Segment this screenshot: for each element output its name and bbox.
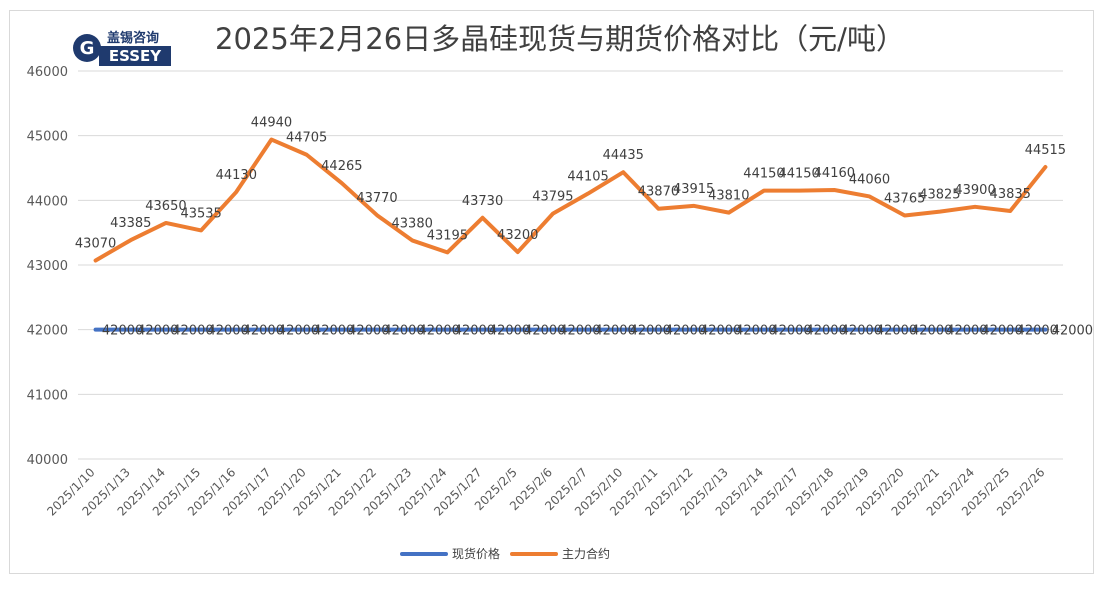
- data-label-futures: 43835: [990, 187, 1031, 202]
- legend-item-spot: 现货价格: [400, 545, 500, 562]
- data-label-spot: 42000: [946, 324, 987, 339]
- legend-item-futures: 主力合约: [510, 545, 610, 562]
- data-label-futures: 43825: [919, 188, 960, 203]
- data-label-spot: 42000: [207, 324, 248, 339]
- y-tick-label: 44000: [27, 194, 68, 209]
- data-label-spot: 42000: [348, 324, 389, 339]
- y-tick-label: 45000: [27, 130, 68, 145]
- data-label-spot: 42000: [700, 324, 741, 339]
- legend-swatch-futures: [510, 551, 559, 556]
- data-label-spot: 42000: [876, 324, 917, 339]
- data-label-futures: 43765: [884, 192, 925, 207]
- data-label-spot: 42000: [524, 324, 565, 339]
- data-label-futures: 44150: [778, 167, 819, 182]
- chart-frame: [9, 10, 1094, 574]
- data-label-spot: 42000: [278, 324, 319, 339]
- data-label-spot: 42000: [1052, 324, 1093, 339]
- data-label-futures: 43795: [532, 190, 573, 205]
- series-line-futures: [93, 137, 1048, 263]
- data-label-futures: 44940: [251, 116, 292, 131]
- data-label-spot: 42000: [102, 324, 143, 339]
- data-label-futures: 44705: [286, 131, 327, 146]
- data-label-spot: 42000: [735, 324, 776, 339]
- data-label-futures: 43870: [638, 185, 679, 200]
- data-label-futures: 43730: [462, 194, 503, 209]
- gessey-logo: G 盖锡咨询 ESSEY: [73, 27, 173, 69]
- data-label-spot: 42000: [172, 324, 213, 339]
- data-label-futures: 43385: [110, 216, 151, 231]
- legend-swatch-spot: [400, 551, 448, 556]
- y-tick-label: 43000: [27, 259, 68, 274]
- data-label-futures: 44130: [216, 168, 257, 183]
- data-label-spot: 42000: [383, 324, 424, 339]
- data-label-spot: 42000: [454, 324, 495, 339]
- data-label-spot: 42000: [313, 324, 354, 339]
- data-label-futures: 44060: [849, 172, 890, 187]
- data-label-futures: 43810: [708, 189, 749, 204]
- y-tick-label: 41000: [27, 388, 68, 403]
- svg-text:G: G: [80, 38, 95, 59]
- data-label-spot: 42000: [805, 324, 846, 339]
- data-label-futures: 43900: [954, 183, 995, 198]
- data-label-futures: 44150: [743, 167, 784, 182]
- data-label-spot: 42000: [911, 324, 952, 339]
- data-label-futures: 43650: [145, 199, 186, 214]
- svg-text:ESSEY: ESSEY: [109, 47, 162, 65]
- data-label-futures: 44265: [321, 159, 362, 174]
- data-label-futures: 43200: [497, 228, 538, 243]
- data-label-spot: 42000: [489, 324, 530, 339]
- chart-title: 2025年2月26日多晶硅现货与期货价格对比（元/吨）: [215, 22, 905, 56]
- data-label-futures: 43070: [75, 236, 116, 251]
- data-label-futures: 44105: [567, 170, 608, 185]
- y-tick-label: 40000: [27, 453, 68, 468]
- data-label-futures: 44515: [1025, 143, 1066, 158]
- data-label-futures: 43915: [673, 182, 714, 197]
- svg-text:盖锡咨询: 盖锡咨询: [107, 30, 159, 46]
- y-tick-label: 42000: [27, 324, 68, 339]
- data-label-spot: 42000: [981, 324, 1022, 339]
- data-label-futures: 44160: [814, 166, 855, 181]
- data-label-spot: 42000: [243, 324, 284, 339]
- legend-label-futures: 主力合约: [562, 547, 611, 561]
- data-label-futures: 43195: [427, 228, 468, 243]
- legend-label-spot: 现货价格: [452, 547, 501, 561]
- legend: 现货价格 主力合约: [400, 545, 610, 562]
- data-label-spot: 42000: [841, 324, 882, 339]
- data-label-spot: 42000: [137, 324, 178, 339]
- data-label-spot: 42000: [630, 324, 671, 339]
- data-label-futures: 43535: [180, 206, 221, 221]
- y-tick-label: 46000: [27, 65, 68, 80]
- data-label-futures: 43770: [356, 191, 397, 206]
- data-label-futures: 44435: [603, 148, 644, 163]
- data-label-spot: 42000: [665, 324, 706, 339]
- data-label-spot: 42000: [419, 324, 460, 339]
- data-label-spot: 42000: [559, 324, 600, 339]
- data-label-futures: 43380: [392, 216, 433, 231]
- data-label-spot: 42000: [770, 324, 811, 339]
- data-label-spot: 42000: [1017, 324, 1058, 339]
- data-label-spot: 42000: [594, 324, 635, 339]
